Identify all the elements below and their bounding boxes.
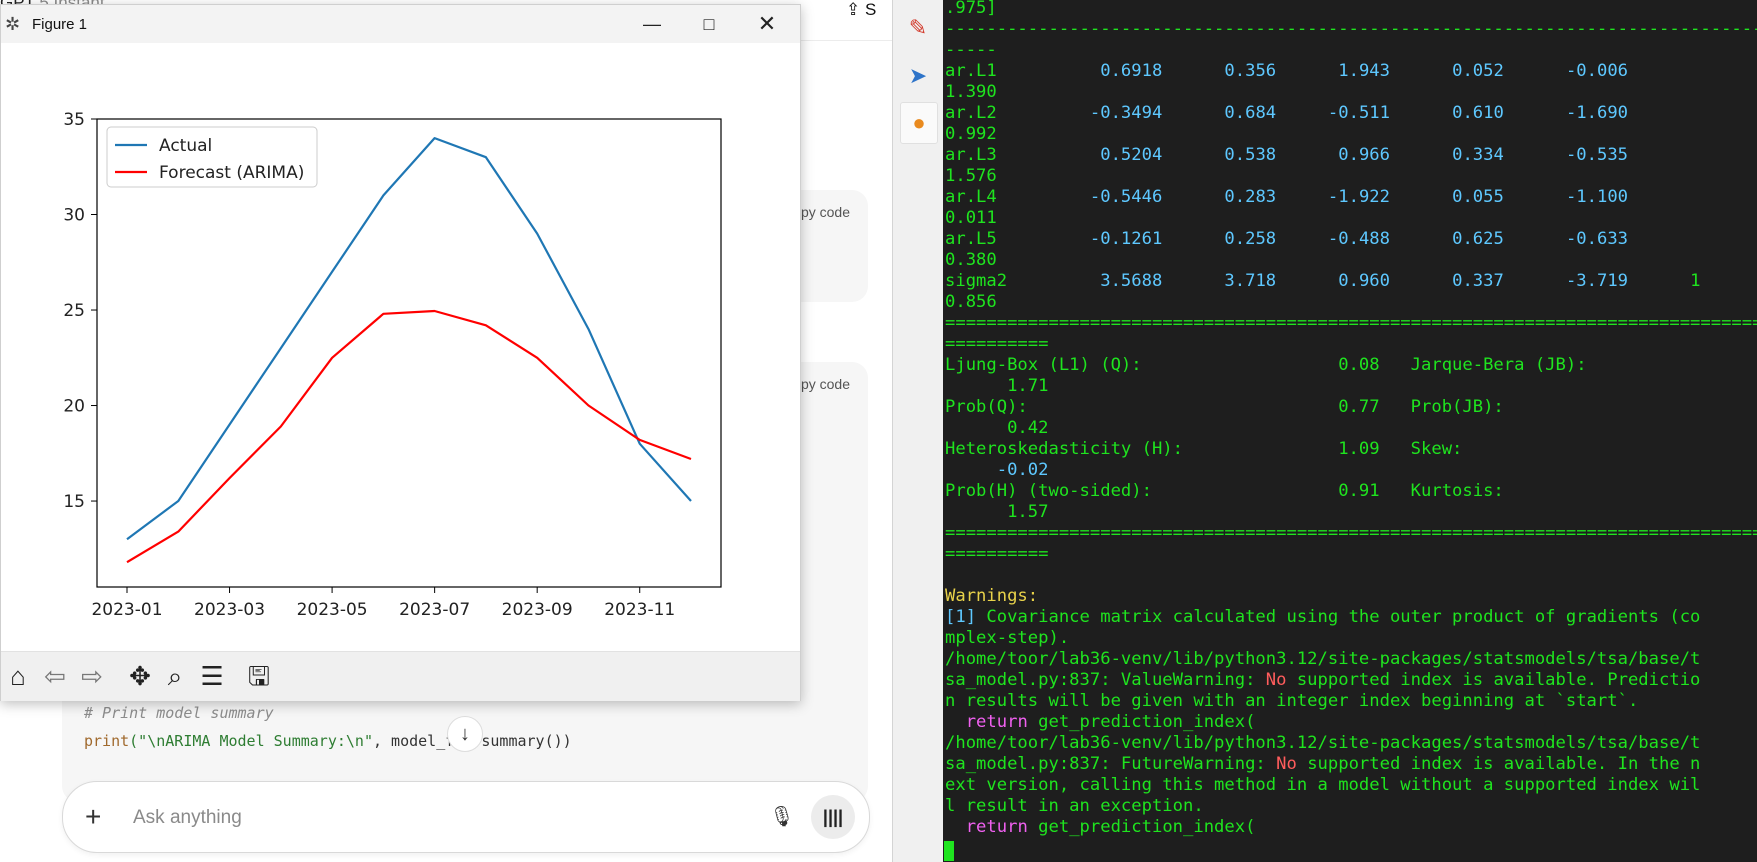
voice-mode-icon[interactable]: |||| bbox=[811, 795, 855, 839]
chart-area: 15 20 25 30 35 2023-01 2023-03 2023-05 2023-07 20… bbox=[1, 43, 800, 651]
ask-input[interactable] bbox=[131, 802, 695, 834]
share-button[interactable]: ⇪ S bbox=[846, 0, 876, 20]
y-tick-label: 35 bbox=[63, 110, 85, 130]
paper-plane-icon[interactable]: ➤ bbox=[908, 63, 928, 88]
configure-subplots-icon[interactable]: ☰ bbox=[200, 661, 224, 691]
x-tick-label: 2023-03 bbox=[194, 600, 265, 620]
app-icon-orange[interactable]: ● bbox=[900, 102, 938, 144]
matplotlib-logo-icon: ✲ bbox=[5, 14, 21, 34]
share-label: S bbox=[864, 0, 877, 19]
zoom-icon[interactable]: ⌕ bbox=[167, 661, 183, 691]
x-tick-label: 2023-05 bbox=[297, 600, 368, 620]
axes-frame bbox=[96, 118, 722, 588]
terminal-output: .975] ----------------------------------… bbox=[945, 0, 1757, 837]
plus-icon[interactable]: + bbox=[85, 801, 102, 832]
x-tick-label: 2023-09 bbox=[502, 600, 573, 620]
back-arrow-icon[interactable]: ⇦ bbox=[44, 661, 66, 691]
y-tick-label: 15 bbox=[63, 492, 85, 512]
home-icon[interactable]: ⌂ bbox=[10, 661, 26, 691]
terminal[interactable]: .975] ----------------------------------… bbox=[943, 0, 1757, 862]
pan-icon[interactable]: ✥ bbox=[129, 661, 151, 691]
legend-box bbox=[106, 126, 318, 188]
y-tick-label: 30 bbox=[63, 206, 85, 226]
x-tick-label: 2023-01 bbox=[91, 600, 162, 620]
microphone-icon[interactable]: 🎙 bbox=[769, 806, 795, 828]
save-icon[interactable]: 🖫 bbox=[247, 661, 271, 691]
legend-label: Forecast (ARIMA) bbox=[159, 163, 304, 183]
x-tick-label: 2023-07 bbox=[399, 600, 470, 620]
scroll-down-button[interactable]: ↓ bbox=[447, 716, 483, 752]
code-string: ("\nARIMA Model Summary:\n" bbox=[129, 732, 373, 750]
y-tick-label: 20 bbox=[63, 397, 85, 417]
figure-title: Figure 1 bbox=[32, 16, 88, 33]
share-icon: ⇪ bbox=[846, 0, 861, 19]
legend-label: Actual bbox=[159, 136, 212, 156]
maximize-button[interactable]: □ bbox=[703, 14, 715, 34]
app-icon-red[interactable]: ✎ bbox=[908, 15, 928, 40]
x-tick-label: 2023-11 bbox=[604, 600, 675, 620]
line-chart: 15 20 25 30 35 2023-01 2023-03 2023-05 2023-07 20… bbox=[63, 110, 722, 620]
series-line-0 bbox=[126, 136, 692, 541]
code-print-line: print("\nARIMA Model Summary:\n", model_… bbox=[84, 732, 572, 750]
terminal-cursor bbox=[944, 841, 954, 861]
y-tick-label: 25 bbox=[63, 301, 85, 321]
side-strip: ✎ ➤ ● bbox=[892, 0, 944, 862]
close-button[interactable]: ✕ bbox=[757, 11, 777, 36]
arrow-down-icon: ↓ bbox=[460, 723, 470, 745]
forward-arrow-icon[interactable]: ⇨ bbox=[81, 661, 103, 691]
series-line-1 bbox=[126, 309, 692, 564]
minimize-button[interactable]: — bbox=[643, 14, 661, 34]
code-fn: print bbox=[84, 732, 130, 750]
figure-titlebar[interactable]: ✲ Figure 1 — □ ✕ bbox=[1, 5, 800, 43]
chat-input-bar: + 🎙 |||| bbox=[62, 781, 870, 853]
code-comment-line: # Print model summary bbox=[84, 704, 274, 722]
figure-window: ✲ Figure 1 — □ ✕ 15 20 25 30 35 2023-01 2023-0… bbox=[0, 4, 801, 701]
figure-toolbar: ⌂ ⇦ ⇨ ✥ ⌕ ☰ 🖫 bbox=[1, 651, 800, 701]
